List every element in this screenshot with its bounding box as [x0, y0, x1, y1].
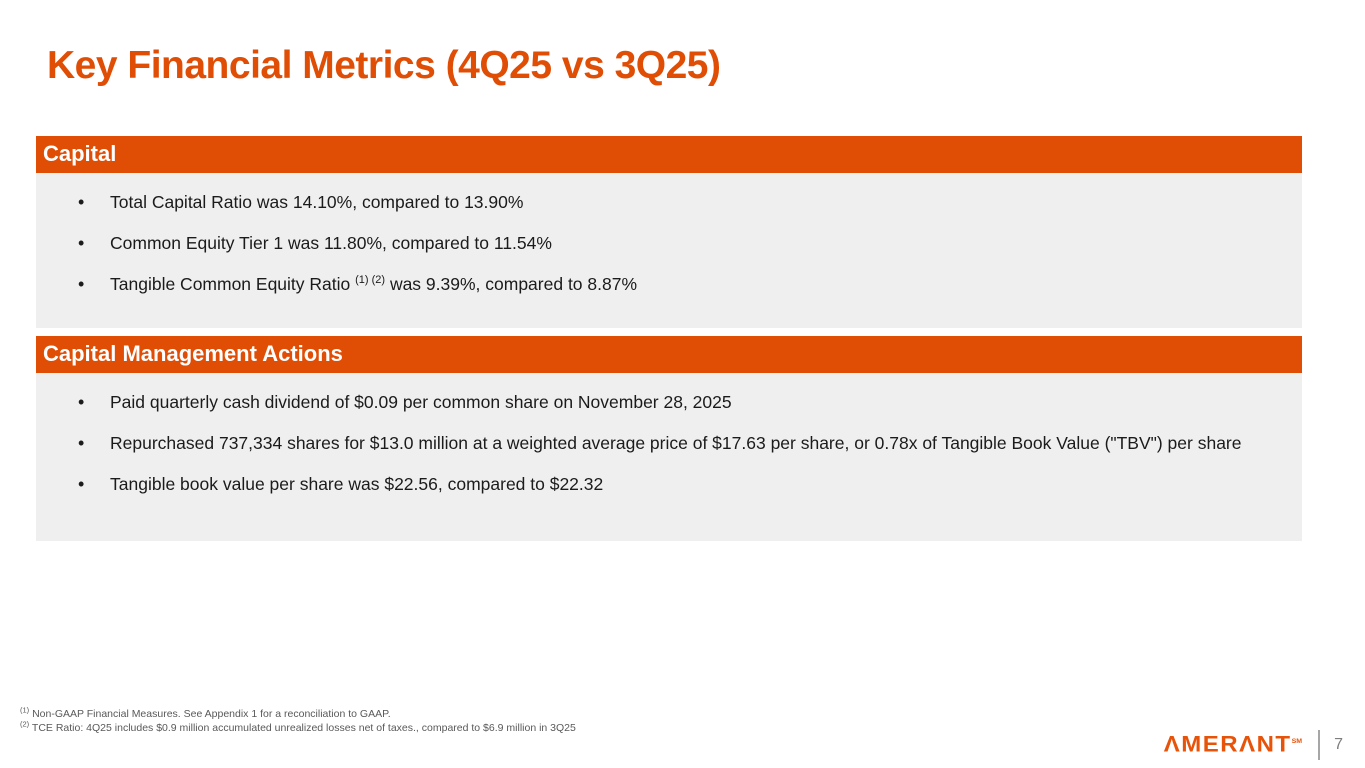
bullet-text: Repurchased 737,334 shares for $13.0 mil… [110, 433, 1242, 453]
section-cma-header: Capital Management Actions [36, 336, 1302, 373]
section-capital-header: Capital [36, 136, 1302, 173]
capital-bullet-list: Total Capital Ratio was 14.10%, compared… [36, 192, 1288, 295]
page-title: Key Financial Metrics (4Q25 vs 3Q25) [47, 44, 721, 87]
section-capital: Capital Total Capital Ratio was 14.10%, … [36, 136, 1302, 328]
bullet-text: was 9.39%, compared to 8.87% [385, 274, 638, 294]
page-number: 7 [1334, 736, 1343, 753]
list-item: Repurchased 737,334 shares for $13.0 mil… [36, 433, 1288, 454]
bullet-text: Common Equity Tier 1 was 11.80%, compare… [110, 233, 552, 253]
list-item: Common Equity Tier 1 was 11.80%, compare… [36, 233, 1288, 254]
section-cma-body: Paid quarterly cash dividend of $0.09 pe… [36, 373, 1302, 541]
footnote-marker: (1) [20, 705, 30, 715]
footnote-line: (1) Non-GAAP Financial Measures. See App… [20, 705, 576, 722]
amerant-logo-text: ΛMERΛNT [1163, 732, 1292, 757]
footnote-line: (2) TCE Ratio: 4Q25 includes $0.9 millio… [20, 719, 576, 736]
footnote-marker: (2) [20, 719, 30, 728]
footnote-ref: (1) (2) [355, 274, 386, 287]
bullet-text: Tangible Common Equity Ratio [110, 274, 356, 294]
bullet-text: Total Capital Ratio was 14.10%, compared… [110, 192, 524, 212]
slide-footer: ΛMERΛNTSM 7 [1164, 730, 1347, 760]
bullet-text: Tangible book value per share was $22.56… [110, 474, 604, 494]
list-item: Tangible book value per share was $22.56… [36, 474, 1288, 495]
footnote-text: TCE Ratio: 4Q25 includes $0.9 million ac… [29, 721, 576, 734]
list-item: Paid quarterly cash dividend of $0.09 pe… [36, 392, 1288, 413]
bullet-text: Paid quarterly cash dividend of $0.09 pe… [110, 392, 732, 412]
footnote-text: Non-GAAP Financial Measures. See Appendi… [29, 708, 391, 720]
cma-bullet-list: Paid quarterly cash dividend of $0.09 pe… [36, 392, 1288, 495]
section-capital-management-actions: Capital Management Actions Paid quarterl… [36, 336, 1302, 541]
section-capital-body: Total Capital Ratio was 14.10%, compared… [36, 173, 1302, 328]
footnotes: (1) Non-GAAP Financial Measures. See App… [20, 705, 576, 736]
footer-divider [1318, 730, 1321, 760]
amerant-logo: ΛMERΛNTSM [1163, 732, 1303, 757]
amerant-logo-servicemark: SM [1291, 738, 1303, 745]
list-item: Total Capital Ratio was 14.10%, compared… [36, 192, 1288, 213]
list-item: Tangible Common Equity Ratio (1) (2) was… [36, 274, 1288, 295]
